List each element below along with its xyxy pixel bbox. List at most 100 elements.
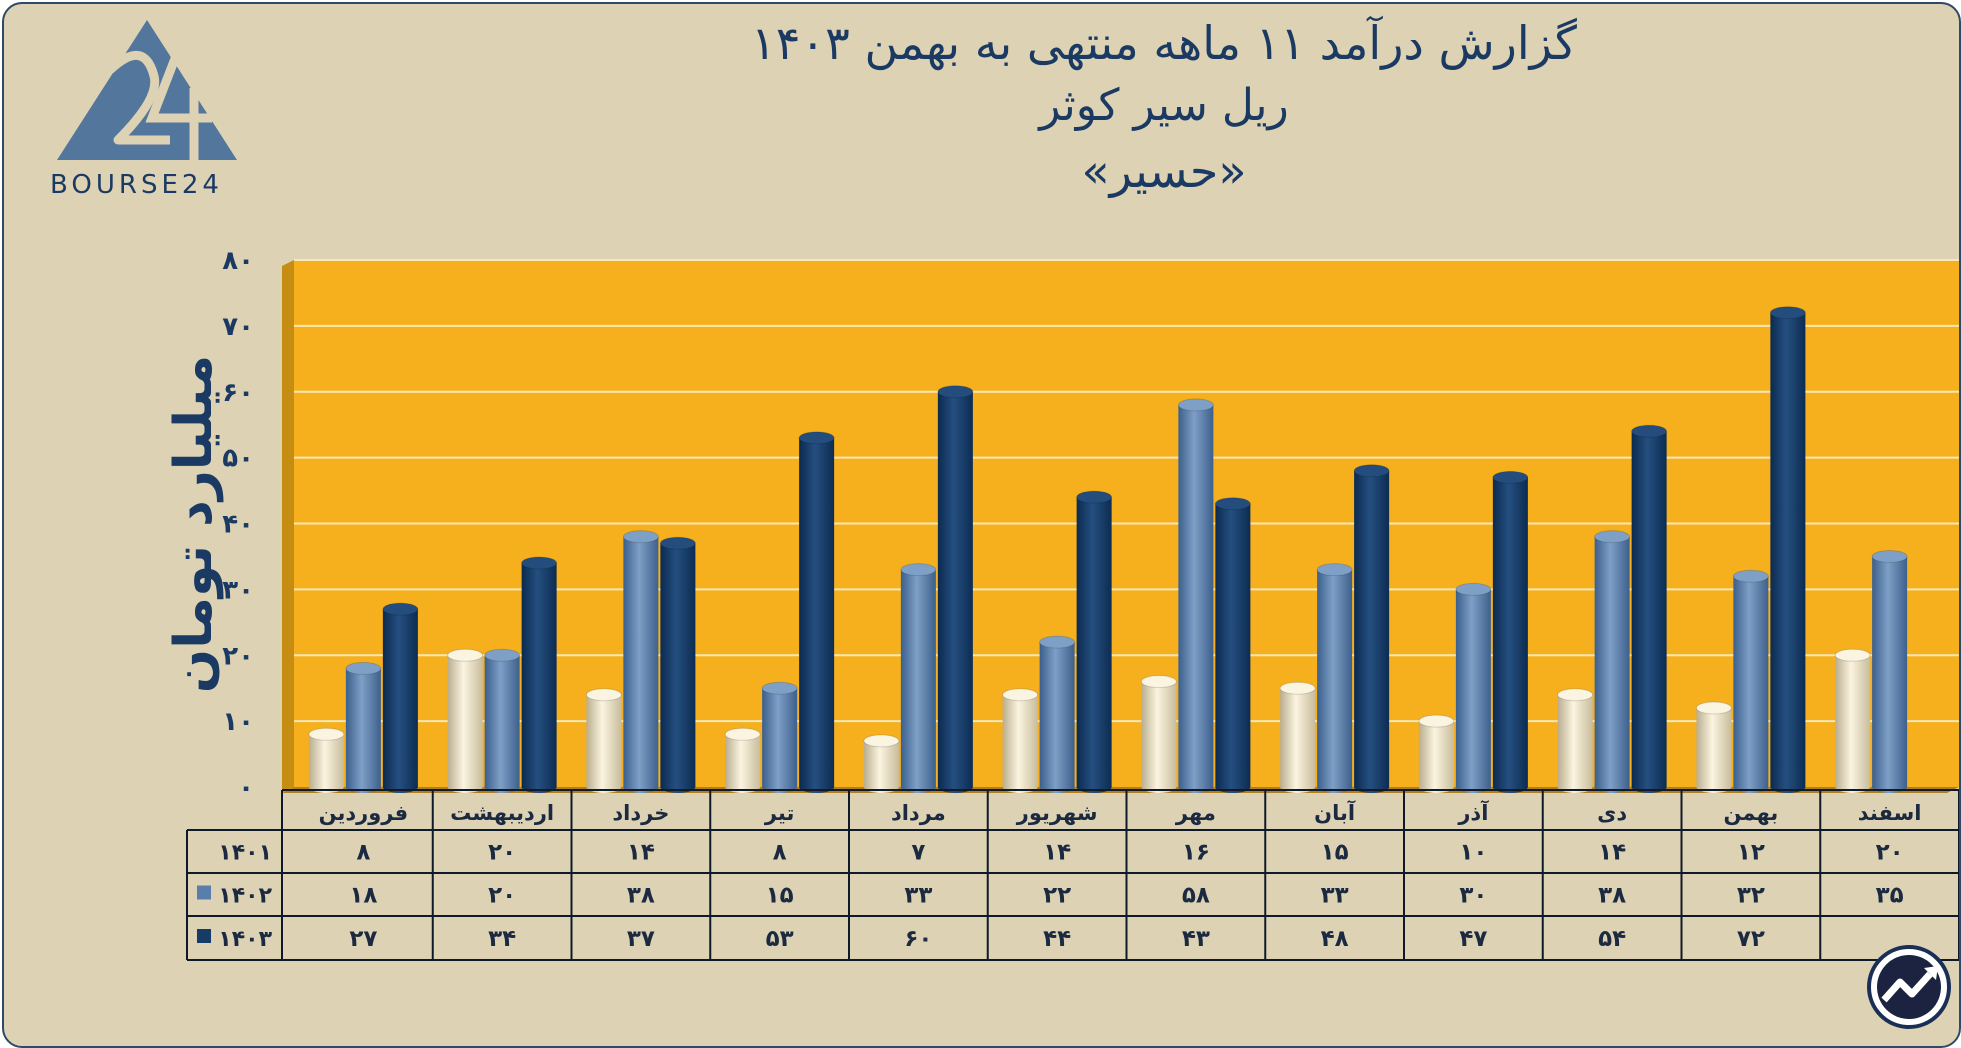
data-label: ۱۴ bbox=[627, 840, 655, 866]
data-label: ۸ bbox=[773, 840, 787, 866]
bar-cap bbox=[447, 648, 484, 662]
bar-base bbox=[1178, 781, 1214, 793]
bar-cap bbox=[937, 385, 974, 399]
y-tick-label: ۴۰ bbox=[222, 510, 254, 540]
bar-۱۴۰۲-اسفند bbox=[1872, 556, 1908, 787]
data-label: ۱۲ bbox=[1737, 840, 1765, 866]
y-tick-label: ۶۰ bbox=[222, 378, 254, 408]
x-tick-label: اسفند bbox=[1858, 801, 1922, 825]
bar-cap bbox=[1695, 701, 1732, 715]
data-label: ۵۸ bbox=[1182, 883, 1210, 909]
bar-base bbox=[1280, 781, 1316, 793]
bar-۱۴۰۳-مرداد bbox=[937, 391, 973, 787]
y-tick-label: ۵۰ bbox=[222, 444, 254, 474]
bar-cap bbox=[1214, 497, 1251, 511]
bar-۱۴۰۲-فروردین bbox=[345, 668, 381, 787]
data-label: ۲۷ bbox=[349, 926, 377, 952]
data-label: ۳۸ bbox=[627, 883, 655, 909]
bar-base bbox=[863, 781, 899, 793]
y-tick-label: ۸۰ bbox=[222, 246, 254, 276]
bar-base bbox=[1631, 781, 1667, 793]
bar-base bbox=[308, 781, 344, 793]
data-label: ۲۰ bbox=[488, 840, 516, 866]
data-label: ۴۷ bbox=[1459, 926, 1487, 952]
bar-base bbox=[1594, 781, 1630, 793]
legend-swatch bbox=[197, 885, 211, 900]
bar-cap bbox=[724, 727, 761, 741]
bar-۱۴۰۳-فروردین bbox=[382, 609, 418, 787]
bar-cap bbox=[1039, 635, 1076, 649]
data-label: ۱۶ bbox=[1182, 840, 1210, 866]
data-label: ۷۲ bbox=[1737, 926, 1765, 952]
bar-base bbox=[799, 781, 835, 793]
data-label: ۲۰ bbox=[1876, 840, 1904, 866]
logo-text: BOURSE24 bbox=[50, 170, 223, 200]
bar-cap bbox=[1631, 424, 1668, 438]
bar-۱۴۰۱-تیر bbox=[725, 734, 761, 787]
bar-۱۴۰۳-تیر bbox=[799, 437, 835, 787]
bar-۱۴۰۲-اردیبهشت bbox=[484, 655, 520, 787]
bar-۱۴۰۳-دی bbox=[1631, 431, 1667, 787]
bar-۱۴۰۱-مرداد bbox=[863, 740, 899, 787]
y-tick-label: ۲۰ bbox=[222, 641, 254, 671]
bar-base bbox=[1455, 781, 1491, 793]
bar-۱۴۰۲-دی bbox=[1594, 536, 1630, 787]
bar-base bbox=[1354, 781, 1390, 793]
bar-cap bbox=[521, 556, 558, 570]
bar-cap bbox=[1353, 464, 1390, 478]
bar-۱۴۰۱-آبان bbox=[1280, 688, 1316, 787]
bar-cap bbox=[1834, 648, 1871, 662]
x-tick-label: آذر bbox=[1457, 800, 1489, 825]
x-tick-label: بهمن bbox=[1724, 801, 1779, 825]
x-tick-label: مرداد bbox=[891, 801, 946, 825]
chart-symbol: «حسیر» bbox=[1081, 144, 1247, 198]
bar-base bbox=[1696, 781, 1732, 793]
data-label: ۱۴ bbox=[1043, 840, 1071, 866]
bar-base bbox=[1141, 781, 1177, 793]
data-label: ۳۸ bbox=[1598, 883, 1626, 909]
bar-cap bbox=[484, 648, 521, 662]
data-label: ۳۰ bbox=[1459, 883, 1487, 909]
bar-۱۴۰۳-اردیبهشت bbox=[521, 563, 557, 787]
bar-۱۴۰۲-خرداد bbox=[623, 536, 659, 787]
bar-۱۴۰۳-بهمن bbox=[1770, 312, 1806, 787]
bar-۱۴۰۳-آبان bbox=[1354, 470, 1390, 787]
bar-cap bbox=[1594, 530, 1631, 544]
bar-cap bbox=[1871, 549, 1908, 563]
bar-base bbox=[1317, 781, 1353, 793]
bar-cap bbox=[1177, 398, 1214, 412]
bar-cap bbox=[622, 530, 659, 544]
bar-۱۴۰۲-تیر bbox=[762, 688, 798, 787]
bar-۱۴۰۳-خرداد bbox=[660, 543, 696, 787]
data-label: ۱۸ bbox=[349, 883, 377, 909]
bar-cap bbox=[761, 681, 798, 695]
bar-base bbox=[725, 781, 761, 793]
bar-base bbox=[484, 781, 520, 793]
legend-label: ۱۴۰۱ bbox=[218, 841, 272, 866]
bar-۱۴۰۱-بهمن bbox=[1696, 707, 1732, 787]
bar-base bbox=[1733, 781, 1769, 793]
bar-cap bbox=[798, 431, 835, 445]
data-label: ۲۲ bbox=[1043, 883, 1071, 909]
bar-base bbox=[762, 781, 798, 793]
bar-chart: ۰ ۱۰ ۲۰ ۳۰ ۴۰ ۵۰ ۶۰ ۷۰ ۸۰ فروردین اردیبهشت خرداد تی… bbox=[186, 246, 1959, 961]
bar-۱۴۰۱-اسفند bbox=[1835, 655, 1871, 787]
data-label: ۳۷ bbox=[627, 926, 655, 952]
bar-base bbox=[1872, 781, 1908, 793]
bar-base bbox=[345, 781, 381, 793]
bar-cap bbox=[1316, 563, 1353, 577]
bar-cap bbox=[1769, 306, 1806, 320]
bar-cap bbox=[1140, 675, 1177, 689]
bar-cap bbox=[1455, 582, 1492, 596]
data-label: ۶۰ bbox=[904, 926, 932, 952]
bar-cap bbox=[659, 536, 696, 550]
bar-۱۴۰۱-خرداد bbox=[586, 694, 622, 787]
bar-۱۴۰۲-مهر bbox=[1178, 404, 1214, 787]
y-tick-label: ۳۰ bbox=[222, 575, 254, 605]
bar-base bbox=[937, 781, 973, 793]
bar-cap bbox=[585, 688, 622, 702]
bar-۱۴۰۲-بهمن bbox=[1733, 576, 1769, 787]
bar-۱۴۰۱-آذر bbox=[1418, 721, 1454, 787]
bar-cap bbox=[1418, 714, 1455, 728]
bar-base bbox=[586, 781, 622, 793]
